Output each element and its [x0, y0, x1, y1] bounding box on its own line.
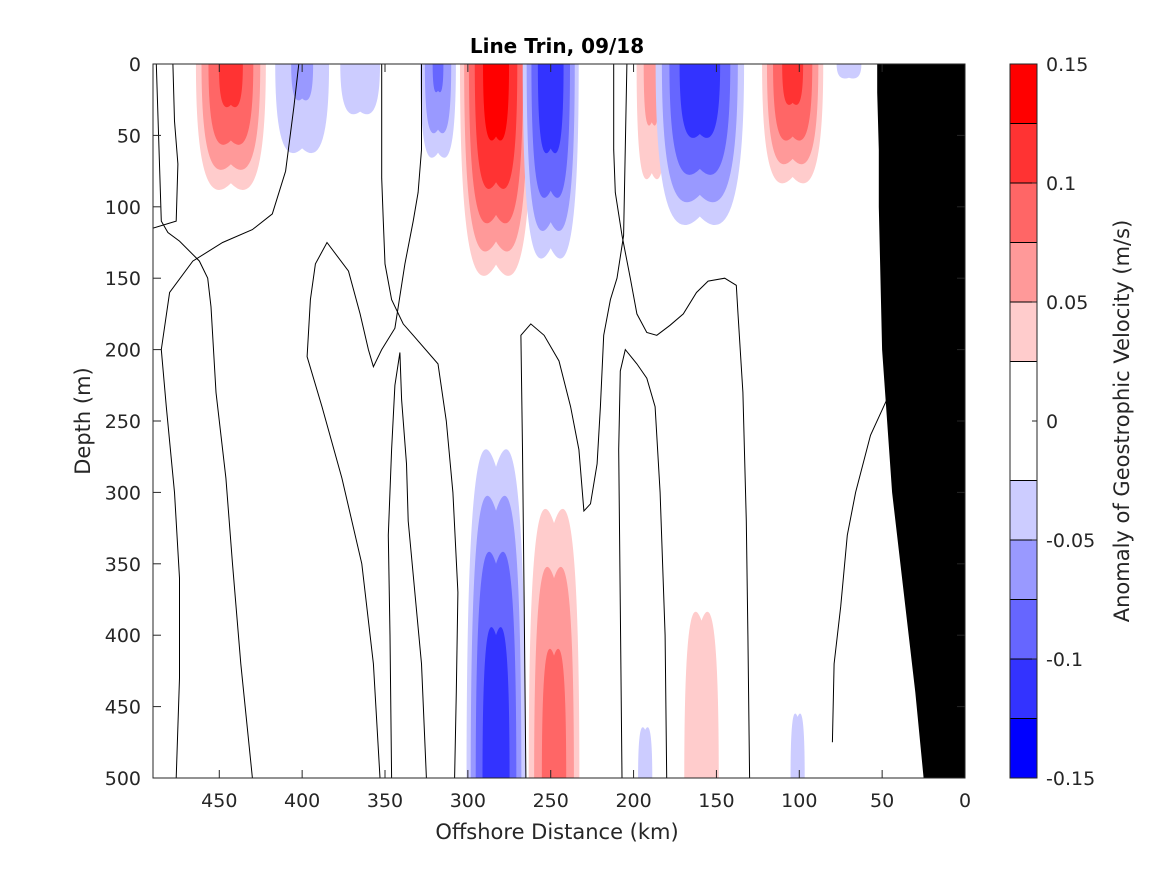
contour-band-pos-12-2 — [541, 648, 567, 778]
colorbar-tick-label-0.05: 0.05 — [1046, 292, 1088, 314]
contour-band-neg-5-3 — [537, 64, 564, 154]
contour-band-pos-14-0 — [684, 611, 719, 778]
zero-contour-7 — [618, 348, 668, 778]
colorbar-band-4 — [1010, 480, 1037, 540]
contour-band-neg-3-1 — [424, 64, 452, 134]
chart-title: Line Trin, 09/18 — [470, 34, 644, 58]
colorbar-tick-label-0.1: 0.1 — [1046, 173, 1076, 195]
colorbar: 0.15 0.1 0.05 0 -0.05 -0.1 -0.15 — [1009, 54, 1095, 790]
colorbar-tick-label-0: 0 — [1046, 411, 1058, 433]
y-tick-label-150: 150 — [105, 268, 141, 290]
x-tick-label-0: 0 — [959, 790, 971, 812]
x-tick-label-200: 200 — [615, 790, 651, 812]
colorbar-band-3 — [1010, 540, 1037, 600]
zero-contour-5 — [381, 64, 459, 778]
y-tick-label-100: 100 — [105, 197, 141, 219]
colorbar-band-6 — [1010, 302, 1037, 362]
contour-band-neg-1-0 — [275, 64, 330, 154]
y-tick-label-400: 400 — [105, 625, 141, 647]
y-tick-label-200: 200 — [105, 340, 141, 362]
y-axis-label: Depth (m) — [71, 367, 95, 474]
y-tick-label-450: 450 — [105, 697, 141, 719]
y-tick-label-350: 350 — [105, 554, 141, 576]
colorbar-tick-label-0.15: 0.15 — [1046, 54, 1088, 76]
contour-band-neg-2-0 — [340, 64, 381, 115]
zero-contour-2 — [155, 64, 253, 778]
contour-band-neg-1-1 — [291, 64, 314, 101]
contour-band-pos-0-3 — [218, 64, 243, 108]
x-tick-label-50: 50 — [870, 790, 894, 812]
bathymetry-mask — [877, 64, 965, 778]
y-tick-label-50: 50 — [117, 125, 141, 147]
y-tick-label-500: 500 — [105, 768, 141, 790]
x-tick-label-100: 100 — [781, 790, 817, 812]
colorbar-tick-label--0.1: -0.1 — [1046, 649, 1083, 671]
colorbar-band-10 — [1010, 64, 1037, 124]
zero-contour-6 — [520, 64, 628, 778]
y-tick-label-0: 0 — [129, 54, 141, 76]
zero-contour-4 — [387, 352, 427, 778]
x-tick-label-300: 300 — [450, 790, 486, 812]
colorbar-label: Anomaly of Geostrophic Velocity (m/s) — [1110, 220, 1134, 623]
y-axis-ticks: 0 50 100 150 200 250 300 350 400 450 500 — [105, 54, 965, 790]
contour-band-neg-15-0 — [790, 713, 805, 778]
contour-band-neg-3-2 — [432, 64, 444, 93]
contour-band-neg-9-0 — [836, 64, 862, 79]
zero-contour-1 — [160, 64, 300, 778]
contour-band-neg-13-0 — [638, 727, 653, 778]
zero-contour-0 — [153, 64, 179, 229]
zero-contour-8 — [613, 64, 751, 778]
x-axis-ticks: 450 400 350 300 250 200 150 100 50 0 — [201, 64, 971, 812]
colorbar-band-8 — [1010, 183, 1037, 243]
x-tick-label-150: 150 — [698, 790, 734, 812]
x-axis-label: Offshore Distance (km) — [435, 820, 678, 844]
contour-fills — [195, 64, 963, 778]
bathymetry-shape — [877, 64, 965, 778]
colorbar-band-0 — [1010, 718, 1037, 778]
colorbar-band-2 — [1010, 599, 1037, 659]
x-tick-label-400: 400 — [284, 790, 320, 812]
colorbar-band-9 — [1010, 123, 1037, 183]
y-tick-label-300: 300 — [105, 482, 141, 504]
colorbar-tick-label--0.15: -0.15 — [1046, 768, 1095, 790]
contour-band-pos-8-3 — [782, 64, 804, 105]
colorbar-tick-label--0.05: -0.05 — [1046, 530, 1095, 552]
y-tick-label-250: 250 — [105, 411, 141, 433]
colorbar-band-7 — [1010, 242, 1037, 302]
x-tick-label-450: 450 — [201, 790, 237, 812]
x-tick-label-350: 350 — [367, 790, 403, 812]
contour-band-pos-4-4 — [483, 64, 510, 141]
zero-contour-3 — [306, 64, 422, 778]
contour-band-neg-7-3 — [679, 64, 721, 138]
x-tick-label-250: 250 — [533, 790, 569, 812]
contour-band-neg-11-3 — [482, 627, 510, 778]
colorbar-band-1 — [1010, 659, 1037, 719]
